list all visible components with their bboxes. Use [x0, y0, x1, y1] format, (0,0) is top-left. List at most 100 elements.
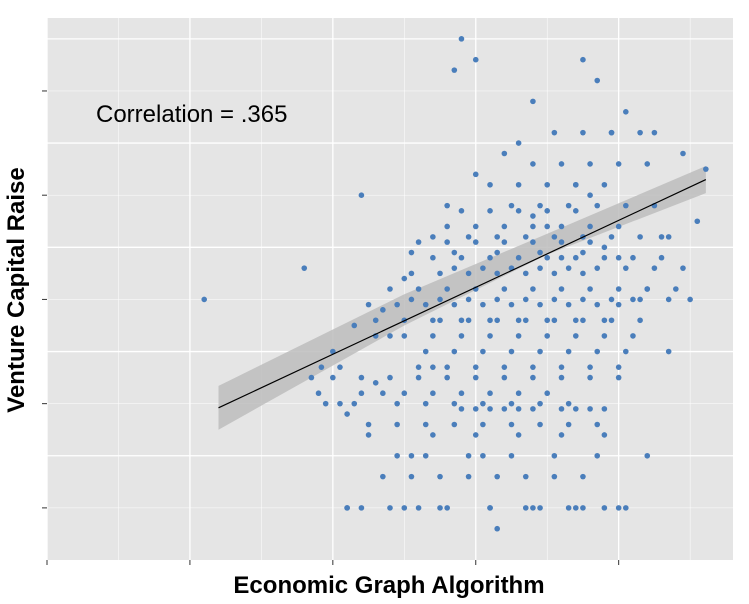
data-point: [480, 301, 486, 308]
data-point: [615, 374, 622, 381]
data-point: [494, 234, 500, 240]
data-point: [703, 166, 709, 172]
data-point: [430, 333, 436, 339]
data-point: [544, 333, 551, 339]
data-point: [558, 161, 565, 167]
data-point: [494, 525, 500, 532]
data-point: [344, 505, 350, 511]
data-point: [472, 239, 479, 245]
data-point: [501, 374, 508, 381]
data-point: [623, 265, 629, 271]
data-point: [515, 390, 522, 397]
data-point: [580, 473, 586, 480]
data-point: [630, 254, 636, 261]
axis-ticks: [42, 90, 620, 565]
data-point: [408, 452, 415, 459]
data-point: [501, 406, 508, 412]
data-point: [494, 296, 500, 303]
data-point: [480, 452, 486, 459]
data-point: [572, 254, 579, 261]
data-point: [665, 348, 672, 355]
data-point: [372, 317, 379, 324]
data-point: [565, 301, 572, 308]
data-point: [651, 265, 658, 271]
data-point: [580, 505, 586, 511]
data-point: [401, 333, 408, 339]
data-point: [587, 286, 593, 292]
data-point: [580, 270, 586, 277]
data-point: [394, 400, 400, 407]
data-point: [430, 234, 436, 240]
data-point: [522, 317, 529, 324]
data-point: [365, 421, 372, 428]
data-point: [615, 223, 622, 230]
data-point: [530, 161, 536, 167]
data-point: [380, 307, 386, 313]
data-point: [337, 364, 343, 370]
data-point: [680, 265, 686, 271]
data-point: [544, 223, 551, 230]
data-point: [544, 390, 551, 397]
data-point: [401, 505, 408, 511]
data-point: [558, 286, 565, 292]
data-point: [587, 364, 593, 370]
data-point: [601, 406, 608, 412]
data-point: [680, 150, 686, 157]
data-point: [451, 67, 458, 73]
data-point: [508, 348, 515, 355]
data-point: [472, 374, 479, 381]
data-point: [494, 249, 500, 256]
data-point: [558, 432, 565, 438]
data-point: [551, 129, 558, 136]
data-point: [415, 286, 422, 292]
data-point: [630, 333, 636, 339]
data-point: [515, 333, 522, 339]
data-point: [387, 333, 393, 339]
data-point: [665, 234, 672, 240]
data-points: [201, 36, 709, 532]
data-point: [558, 374, 565, 381]
data-point: [537, 400, 543, 407]
data-point: [444, 374, 450, 381]
data-point: [358, 390, 365, 397]
data-point: [637, 234, 643, 240]
data-point: [637, 317, 643, 324]
data-point: [530, 286, 536, 292]
data-point: [394, 301, 400, 308]
data-point: [522, 296, 529, 303]
data-point: [415, 239, 422, 245]
data-point: [408, 270, 415, 277]
data-point: [515, 406, 522, 412]
data-point: [673, 286, 679, 292]
data-point: [465, 473, 472, 480]
data-point: [580, 317, 586, 324]
data-point: [487, 181, 493, 188]
data-point: [522, 270, 529, 277]
data-point: [344, 411, 350, 417]
data-point: [351, 322, 358, 329]
data-point: [580, 249, 586, 256]
data-point: [530, 239, 536, 245]
data-point: [422, 452, 429, 459]
data-point: [515, 181, 522, 188]
data-point: [594, 265, 601, 271]
data-point: [623, 109, 629, 115]
data-point: [465, 317, 472, 324]
data-point: [351, 400, 358, 407]
data-point: [644, 161, 651, 167]
data-point: [415, 374, 422, 381]
data-point: [458, 390, 465, 397]
data-point: [537, 348, 543, 355]
data-point: [658, 234, 665, 240]
data-point: [623, 202, 629, 209]
data-point: [544, 254, 551, 261]
data-point: [515, 140, 522, 146]
data-point: [565, 400, 572, 407]
data-point: [687, 296, 693, 303]
data-point: [401, 390, 408, 397]
data-point: [601, 317, 608, 324]
data-point: [465, 452, 472, 459]
data-point: [315, 390, 322, 397]
data-point: [444, 239, 450, 245]
data-point: [415, 364, 422, 370]
